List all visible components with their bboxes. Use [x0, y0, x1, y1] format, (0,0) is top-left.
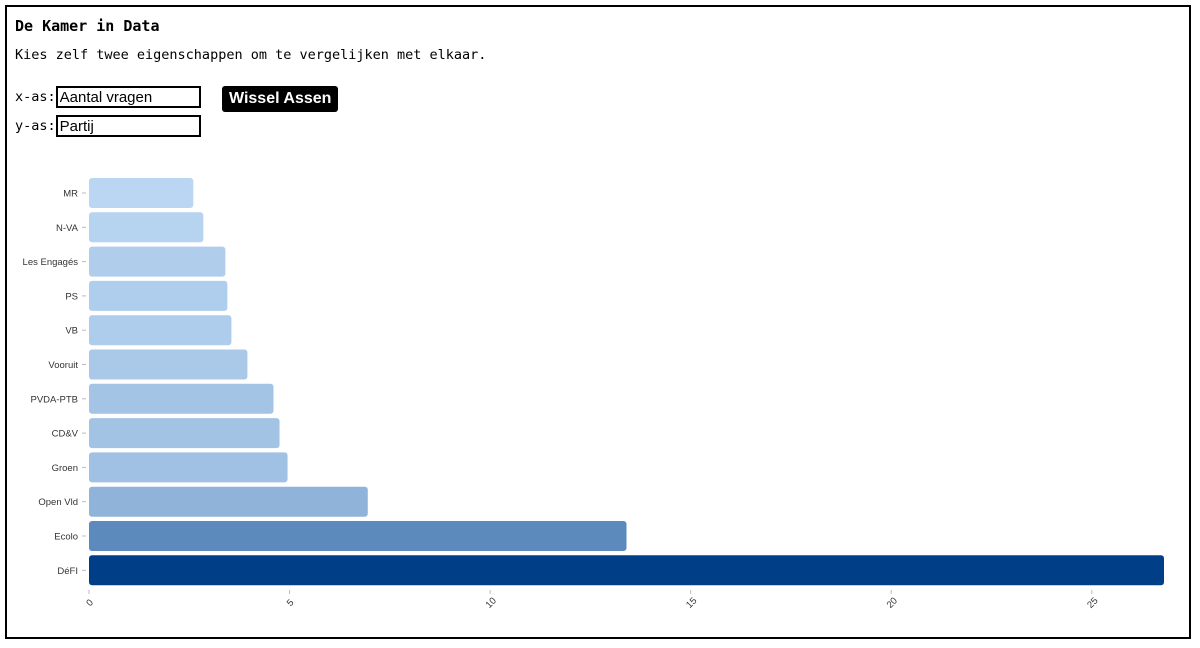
- bar[interactable]: [89, 486, 368, 517]
- bar[interactable]: [89, 280, 228, 311]
- y-axis-control: y-as:: [15, 115, 201, 137]
- category-label: Vooruit: [48, 360, 78, 371]
- y-axis-label: y-as:: [15, 118, 56, 134]
- bar[interactable]: [89, 246, 226, 277]
- category-label: Ecolo: [54, 532, 78, 543]
- bar[interactable]: [89, 383, 274, 414]
- category-label: MR: [63, 189, 78, 200]
- bar[interactable]: [89, 452, 288, 483]
- category-label: Groen: [52, 463, 78, 474]
- swap-axes-button[interactable]: Wissel Assen: [222, 86, 339, 112]
- bar[interactable]: [89, 555, 1164, 586]
- category-label: PS: [65, 291, 78, 302]
- category-label: CD&V: [52, 429, 79, 440]
- bar[interactable]: [89, 418, 280, 449]
- bar[interactable]: [89, 315, 232, 346]
- category-label: VB: [65, 326, 78, 337]
- page-title: De Kamer in Data: [15, 17, 160, 35]
- x-tick-label: 15: [684, 595, 699, 610]
- x-tick-label: 25: [1085, 595, 1100, 610]
- x-axis-label: x-as:: [15, 89, 56, 105]
- category-label: Les Engagés: [23, 257, 79, 268]
- x-axis-input[interactable]: [55, 86, 201, 108]
- x-tick-label: 0: [84, 597, 96, 609]
- category-label: Open Vld: [38, 497, 78, 508]
- category-label: N-VA: [56, 223, 79, 234]
- category-label: PVDA-PTB: [30, 394, 78, 405]
- x-tick-label: 5: [285, 597, 297, 609]
- x-tick-label: 10: [484, 595, 499, 610]
- category-label: DéFI: [57, 566, 78, 577]
- x-axis-control: x-as:: [15, 86, 201, 108]
- y-axis-input[interactable]: [55, 115, 201, 137]
- x-tick-label: 20: [885, 595, 900, 610]
- page-subtitle: Kies zelf twee eigenschappen om te verge…: [15, 47, 487, 63]
- bar[interactable]: [89, 212, 204, 243]
- bar[interactable]: [89, 178, 194, 208]
- bar[interactable]: [89, 349, 248, 380]
- bar[interactable]: [89, 521, 627, 551]
